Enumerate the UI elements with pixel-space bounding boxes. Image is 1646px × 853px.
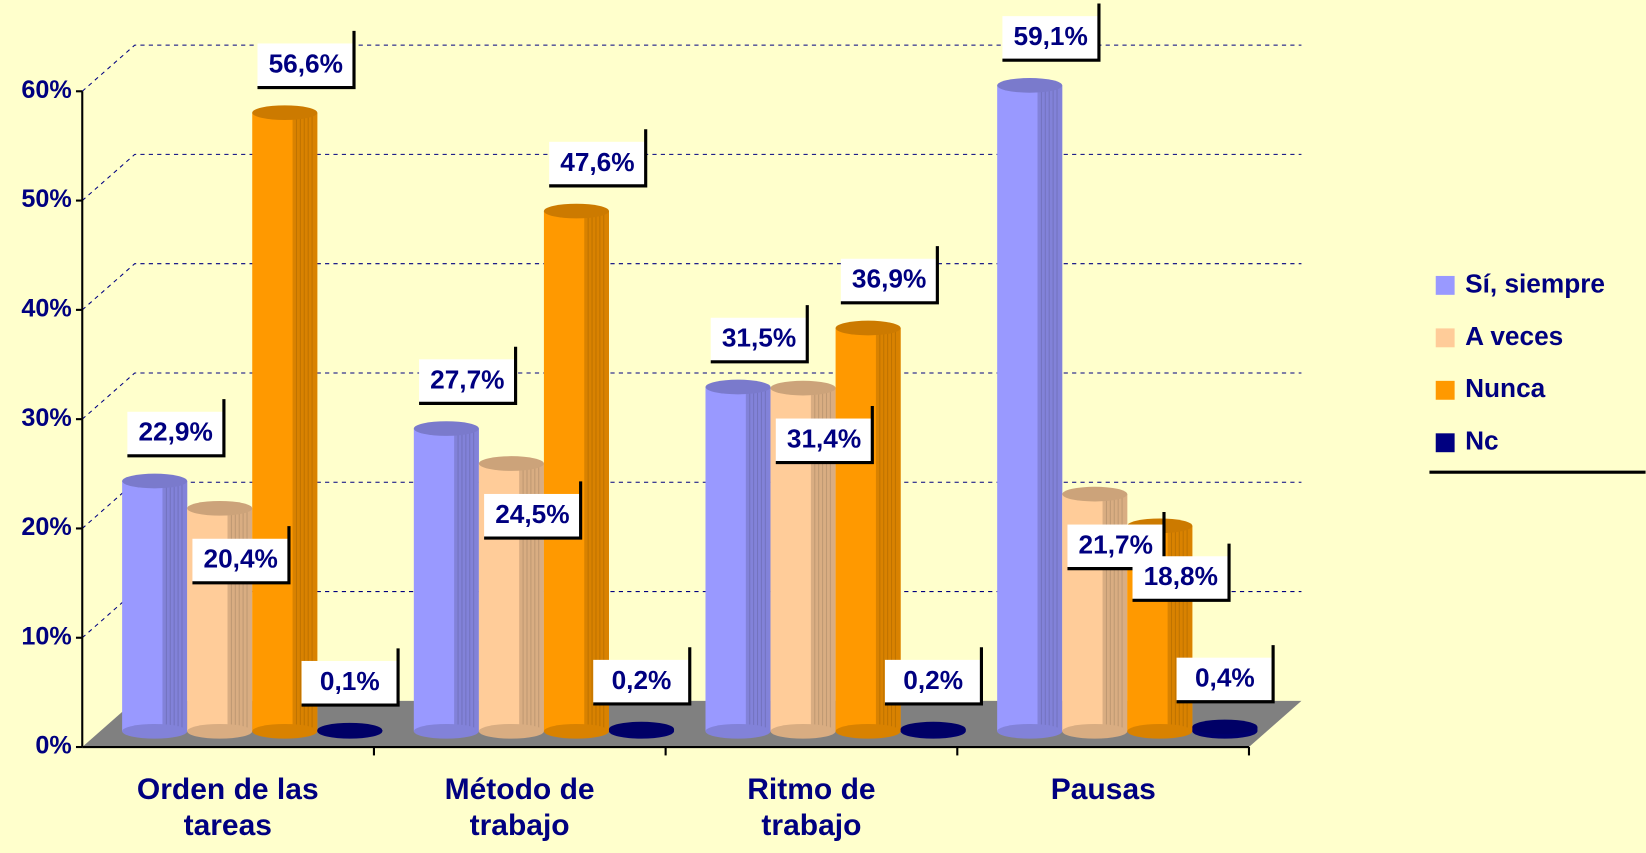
data-label: 24,5% [495,499,569,529]
legend-label: Nunca [1465,373,1546,403]
label-border [1002,3,1101,62]
label-border [593,647,692,706]
label-border [127,399,226,458]
x-tick-label: Orden de las tareas [136,772,319,842]
bar [413,421,479,739]
label-border [549,129,648,188]
data-label: 59,1% [1014,21,1088,51]
label-border [840,246,939,305]
legend-swatch [1435,328,1455,348]
bar [835,320,901,739]
data-label: 31,4% [787,423,861,453]
legend-label: Nc [1465,426,1499,456]
label-box [257,43,355,88]
bar [252,105,318,739]
bar [705,379,771,739]
legend-swatch [1435,275,1455,295]
label-box [301,660,399,706]
label-box [840,258,938,303]
label-box [1176,657,1274,702]
data-label: 20,4% [204,544,278,574]
data-label: 18,8% [1144,561,1218,591]
y-tick-label: 40% [21,295,71,323]
data-label: 0,2% [612,665,672,695]
x-tick-label: Ritmo de trabajo [747,772,876,842]
y-tick-label: 0% [35,732,71,760]
label-box [419,359,516,404]
data-label: 56,6% [269,48,343,78]
label-box [127,411,224,456]
label-box [192,538,289,583]
label-box [884,659,982,704]
data-label: 0,2% [903,665,963,695]
data-label: 47,6% [560,147,634,177]
label-box [775,418,873,463]
x-tick-label: Método de trabajo [444,772,595,842]
label-box [549,141,646,186]
legend-label: Sí, siempre [1465,268,1605,298]
grid-line [81,153,1302,201]
data-label: 31,5% [722,323,796,353]
label-box [484,493,581,539]
bar [317,722,383,739]
label-border [1176,645,1275,704]
y-tick-label: 60% [21,76,71,104]
y-tick-label: 10% [21,622,71,650]
label-border [257,30,356,90]
bar [608,721,675,739]
label-border [775,405,874,465]
label-border [710,305,809,364]
label-border [301,648,400,707]
label-box [710,317,808,362]
data-label: 0,1% [320,666,380,696]
bar [543,203,609,739]
bar [900,721,966,739]
legend-swatch [1435,380,1455,400]
label-border [1132,543,1231,602]
grid-line [81,44,1302,92]
bar [997,78,1063,739]
label-border [484,481,583,540]
y-tick-label: 30% [21,404,71,432]
data-label: 0,4% [1195,663,1255,693]
label-box [1002,16,1099,61]
bar [187,500,253,739]
data-label: 27,7% [430,364,504,394]
label-border [419,346,518,405]
legend-swatch [1435,433,1455,453]
x-tick-label: Pausas [1050,772,1156,806]
data-label: 21,7% [1079,530,1153,560]
floor [82,700,1302,748]
grid-line [81,372,1302,420]
label-border [192,526,291,585]
bar [122,473,188,739]
label-border [884,647,984,706]
label-box [1132,556,1230,601]
grid-line [81,263,1302,311]
label-box [593,659,690,704]
legend-label: A veces [1465,321,1563,351]
data-label: 36,9% [852,264,926,294]
data-label: 22,9% [138,417,212,447]
y-tick-label: 50% [21,185,71,213]
bar [1192,719,1258,739]
y-tick-label: 20% [21,513,71,541]
